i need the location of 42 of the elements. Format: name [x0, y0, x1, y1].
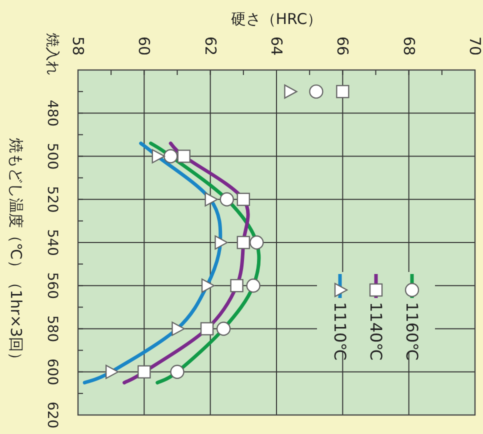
point — [236, 236, 250, 250]
y-tick-label: 520 — [44, 186, 60, 213]
point — [309, 84, 324, 99]
point — [246, 278, 260, 293]
y-tick-label: 620 — [44, 402, 60, 428]
point — [216, 322, 231, 336]
point — [177, 150, 190, 163]
legend-label: 1110℃ — [330, 302, 350, 361]
text: 焼入れ — [44, 33, 60, 75]
point — [164, 149, 178, 164]
x-tick-label: 66 — [334, 36, 352, 56]
y-tick-label: 540 — [44, 229, 60, 256]
point — [230, 279, 244, 292]
y-tick-label: 560 — [44, 272, 60, 299]
point — [204, 192, 218, 206]
point — [236, 192, 250, 206]
point — [336, 84, 350, 98]
point — [200, 322, 214, 336]
x-tick-label: 64 — [268, 36, 286, 56]
point — [284, 84, 298, 99]
legend-label: 1160℃ — [402, 302, 422, 361]
y-tick-label: 600 — [44, 358, 60, 386]
point — [105, 364, 119, 379]
point — [214, 235, 228, 250]
legend-label: 1140℃ — [366, 302, 386, 361]
y-tick-label: 480 — [44, 100, 60, 126]
point — [201, 278, 215, 293]
x-tick-label: 60 — [135, 36, 154, 56]
point — [250, 235, 264, 250]
point — [172, 322, 185, 336]
point — [220, 192, 234, 206]
point — [170, 364, 184, 379]
y-axis-title: 焼もどし温度（℃）（1hr×3回） — [7, 138, 25, 368]
x-tick-label: 68 — [400, 36, 418, 56]
point — [138, 365, 151, 378]
x-axis-title: 硬さ（HRC） — [230, 10, 322, 28]
point — [152, 149, 165, 164]
y-tick-label: 500 — [44, 142, 60, 170]
x-tick-label: 58 — [69, 36, 87, 56]
y-tick-label: 580 — [44, 315, 60, 342]
x-tick-label: 62 — [201, 36, 220, 56]
x-tick-label: 70 — [466, 36, 483, 56]
